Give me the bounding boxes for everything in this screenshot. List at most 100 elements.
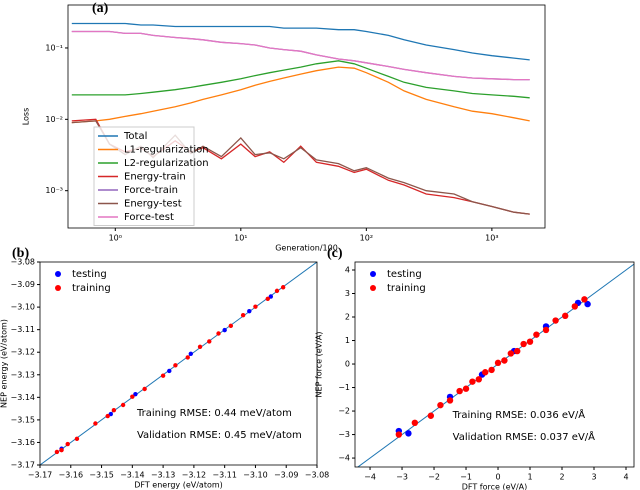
y-tick-label: −2 bbox=[338, 407, 350, 416]
point bbox=[185, 355, 190, 360]
x-tick-label: −3.10 bbox=[243, 471, 268, 480]
y-tick-label: −3.14 bbox=[10, 393, 35, 402]
point bbox=[280, 285, 286, 290]
point bbox=[247, 308, 252, 314]
panel-title: (b) bbox=[12, 246, 29, 261]
point bbox=[405, 430, 412, 437]
legend-label: Total bbox=[123, 131, 147, 142]
point bbox=[228, 323, 234, 329]
legend-label: training bbox=[72, 283, 111, 294]
point bbox=[494, 359, 502, 367]
y-tick-label: 2 bbox=[345, 313, 350, 322]
legend-label: Force-train bbox=[124, 185, 178, 196]
point bbox=[581, 296, 588, 303]
y-tick-label: 4 bbox=[345, 265, 350, 274]
point bbox=[111, 407, 117, 413]
y-tick-label: −3.12 bbox=[10, 348, 35, 357]
point bbox=[54, 449, 60, 455]
point bbox=[105, 413, 110, 419]
point bbox=[188, 351, 194, 357]
x-tick-label: −3.14 bbox=[120, 471, 145, 480]
point bbox=[268, 294, 274, 299]
x-tick-label: 10⁰ bbox=[109, 234, 122, 243]
axes-frame bbox=[39, 261, 318, 466]
point bbox=[437, 401, 444, 409]
point bbox=[216, 331, 221, 336]
point bbox=[274, 288, 280, 294]
x-tick-label: 10³ bbox=[485, 234, 498, 243]
y-tick-label: −3.17 bbox=[10, 461, 35, 470]
y-tick-label: 10⁻¹ bbox=[45, 43, 63, 52]
point bbox=[482, 369, 489, 376]
x-tick-label: 2 bbox=[559, 473, 564, 482]
legend-swatch bbox=[370, 285, 376, 291]
y-tick-label: −3.13 bbox=[10, 370, 35, 379]
point bbox=[469, 378, 476, 385]
x-tick-label: 4 bbox=[623, 473, 628, 482]
x-tick-label: −3.15 bbox=[89, 471, 114, 480]
point bbox=[253, 304, 258, 309]
y-tick-label: −3.08 bbox=[10, 258, 35, 267]
x-tick-label: 0 bbox=[495, 473, 500, 482]
point bbox=[456, 387, 463, 395]
y-tick-label: −3 bbox=[338, 430, 350, 439]
annotation: Validation RMSE: 0.037 eV/Å bbox=[453, 430, 596, 443]
legend-label: L2-regularization bbox=[124, 158, 209, 169]
point bbox=[240, 313, 246, 318]
x-tick-label: 10² bbox=[360, 234, 373, 243]
x-tick-label: 3 bbox=[591, 473, 596, 482]
y-axis-label: NEP force (eV/A) bbox=[315, 332, 324, 398]
point bbox=[552, 317, 559, 324]
legend-label: testing bbox=[72, 269, 107, 280]
y-tick-label: −3.10 bbox=[10, 303, 35, 312]
x-tick-label: −3.09 bbox=[274, 471, 299, 480]
x-tick-label: 10¹ bbox=[234, 234, 247, 243]
x-tick-label: −3.16 bbox=[59, 471, 84, 480]
x-tick-label: −3 bbox=[396, 473, 408, 482]
annotation: Training RMSE: 0.036 eV/Å bbox=[452, 408, 586, 421]
x-tick-label: −3.17 bbox=[28, 471, 53, 480]
series-line bbox=[71, 60, 530, 99]
x-axis-label: DFT energy (eV/atom) bbox=[134, 481, 223, 490]
legend-swatch bbox=[55, 285, 61, 291]
point bbox=[265, 296, 270, 301]
annotation: Validation RMSE: 0.45 meV/atom bbox=[137, 430, 302, 441]
point bbox=[507, 350, 515, 357]
y-tick-label: −1 bbox=[338, 383, 350, 392]
x-tick-label: −3.13 bbox=[151, 471, 176, 480]
point bbox=[130, 394, 135, 399]
y-tick-label: −3.11 bbox=[10, 325, 35, 334]
x-tick-label: −1 bbox=[460, 473, 472, 482]
annotation: Training RMSE: 0.44 meV/atom bbox=[136, 408, 292, 419]
point bbox=[520, 340, 527, 348]
point bbox=[501, 357, 508, 364]
y-axis-label: NEP energy (eV/atom) bbox=[0, 319, 9, 408]
point bbox=[488, 366, 495, 374]
legend-swatch bbox=[55, 271, 61, 277]
series-line bbox=[71, 22, 530, 61]
legend-label: Energy-train bbox=[124, 172, 186, 183]
point bbox=[395, 431, 403, 438]
point bbox=[526, 338, 534, 345]
y-tick-label: −3.16 bbox=[10, 438, 35, 447]
series-line bbox=[71, 66, 530, 124]
point bbox=[120, 402, 126, 408]
point bbox=[514, 347, 521, 355]
plot-area bbox=[357, 263, 634, 467]
point bbox=[462, 385, 470, 392]
y-tick-label: −4 bbox=[338, 454, 350, 463]
point bbox=[533, 331, 540, 338]
y-axis-label: Loss bbox=[22, 108, 31, 126]
y-tick-label: 0 bbox=[345, 360, 350, 369]
point bbox=[562, 312, 569, 320]
point bbox=[65, 441, 70, 447]
point bbox=[475, 376, 483, 383]
axes-frame bbox=[67, 4, 546, 229]
point bbox=[446, 397, 454, 404]
point bbox=[222, 327, 227, 333]
point bbox=[173, 363, 178, 368]
point bbox=[142, 386, 147, 392]
point bbox=[542, 326, 550, 334]
point bbox=[74, 436, 80, 442]
